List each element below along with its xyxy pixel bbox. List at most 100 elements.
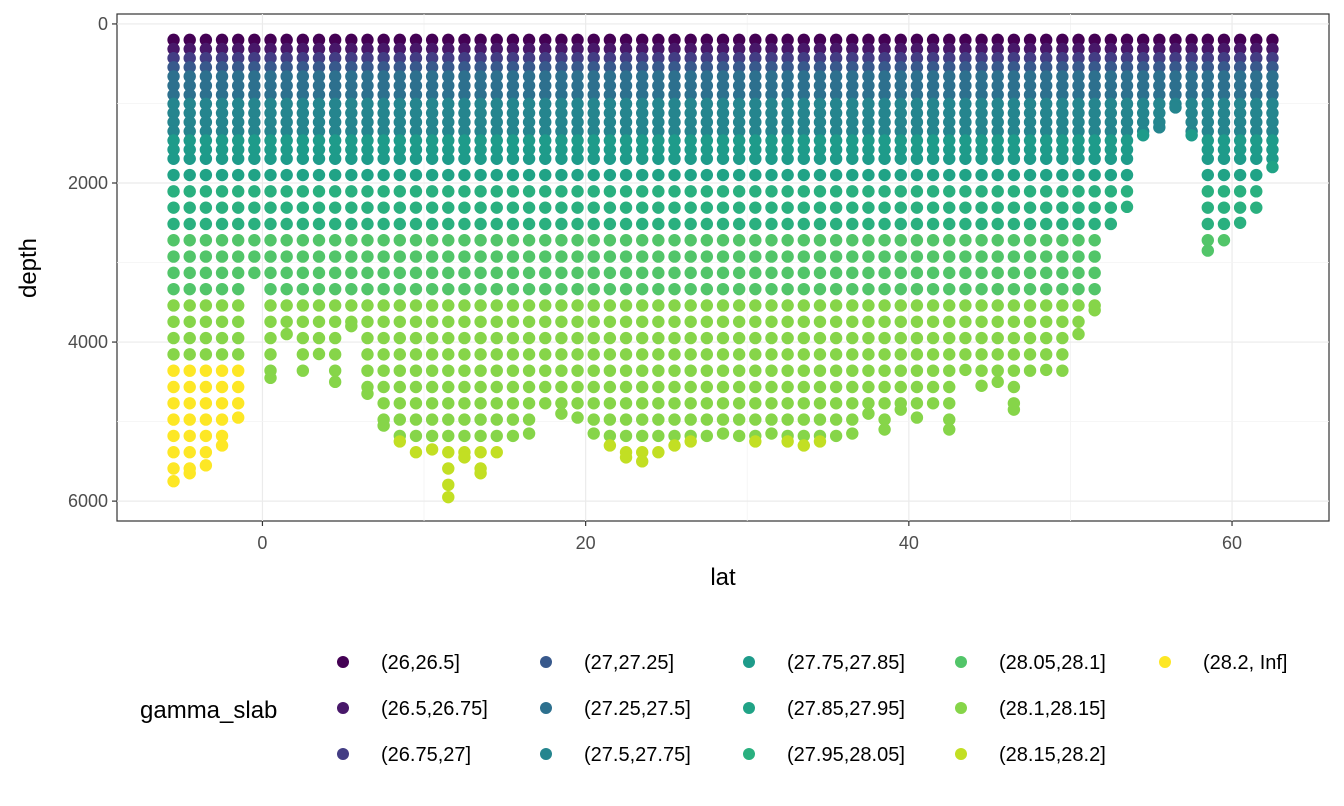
data-point bbox=[183, 429, 196, 443]
data-point bbox=[587, 185, 600, 198]
data-point bbox=[636, 79, 649, 92]
data-point bbox=[1056, 250, 1069, 263]
data-point bbox=[797, 106, 810, 120]
data-point bbox=[619, 88, 633, 101]
data-point bbox=[571, 282, 584, 296]
data-point bbox=[361, 152, 374, 165]
data-point bbox=[215, 168, 229, 182]
data-point bbox=[1023, 79, 1037, 92]
data-point bbox=[781, 217, 794, 231]
data-point bbox=[910, 185, 924, 198]
data-point bbox=[1217, 88, 1231, 101]
data-point bbox=[749, 315, 762, 328]
data-point bbox=[296, 152, 310, 165]
data-point bbox=[199, 364, 213, 377]
data-point bbox=[1217, 168, 1231, 182]
data-point bbox=[199, 250, 213, 263]
data-point bbox=[555, 397, 568, 410]
data-point bbox=[975, 315, 988, 328]
data-point bbox=[813, 380, 827, 394]
data-point bbox=[878, 143, 891, 156]
data-point bbox=[328, 348, 342, 361]
data-point bbox=[797, 348, 810, 361]
data-point bbox=[668, 51, 681, 65]
data-point bbox=[215, 152, 229, 165]
data-point bbox=[652, 106, 665, 120]
data-point bbox=[943, 79, 956, 92]
data-point bbox=[1072, 282, 1085, 296]
data-point bbox=[668, 282, 681, 296]
data-point bbox=[668, 185, 681, 198]
data-point bbox=[846, 42, 859, 56]
data-point bbox=[442, 364, 455, 377]
data-point bbox=[425, 443, 439, 456]
data-point bbox=[797, 315, 810, 328]
data-point bbox=[684, 364, 697, 377]
data-point bbox=[846, 125, 859, 138]
data-point bbox=[668, 266, 681, 280]
data-point bbox=[975, 125, 988, 138]
data-point bbox=[328, 42, 342, 56]
data-point bbox=[409, 234, 423, 247]
data-point bbox=[393, 331, 406, 345]
data-point bbox=[813, 348, 827, 361]
data-point bbox=[425, 315, 439, 328]
data-point bbox=[943, 331, 956, 345]
data-point bbox=[813, 106, 827, 120]
data-point bbox=[1023, 217, 1037, 231]
data-point bbox=[1233, 70, 1247, 83]
data-point bbox=[910, 217, 924, 231]
data-point bbox=[797, 61, 810, 74]
data-point bbox=[1040, 315, 1053, 328]
data-point bbox=[474, 348, 487, 361]
data-point bbox=[522, 250, 536, 263]
data-point bbox=[700, 331, 714, 345]
data-point bbox=[926, 168, 940, 182]
data-point bbox=[700, 51, 714, 65]
data-point bbox=[781, 168, 794, 182]
data-point bbox=[1104, 152, 1118, 165]
data-point bbox=[458, 282, 471, 296]
data-point bbox=[328, 282, 342, 296]
data-point bbox=[1136, 88, 1150, 101]
data-point bbox=[167, 134, 180, 147]
data-point bbox=[959, 33, 972, 47]
data-point bbox=[926, 97, 940, 111]
data-point bbox=[829, 315, 843, 328]
data-point bbox=[668, 380, 681, 394]
data-point bbox=[846, 282, 859, 296]
data-point bbox=[1201, 70, 1215, 83]
data-point bbox=[409, 446, 423, 459]
data-point bbox=[943, 250, 956, 263]
data-point bbox=[959, 168, 972, 182]
data-point bbox=[749, 88, 762, 101]
data-point bbox=[1217, 97, 1231, 111]
data-point bbox=[603, 282, 617, 296]
data-point bbox=[1072, 266, 1085, 280]
data-point bbox=[264, 70, 277, 83]
data-point bbox=[1185, 115, 1198, 129]
data-point bbox=[215, 97, 229, 111]
data-point bbox=[813, 79, 827, 92]
data-point bbox=[700, 234, 714, 247]
data-point bbox=[442, 88, 455, 101]
data-point bbox=[846, 51, 859, 65]
data-point bbox=[312, 134, 326, 147]
data-point bbox=[716, 97, 730, 111]
data-point bbox=[975, 115, 988, 129]
data-point bbox=[668, 70, 681, 83]
data-point bbox=[425, 234, 439, 247]
data-point bbox=[506, 152, 520, 165]
data-point bbox=[167, 168, 180, 182]
data-point bbox=[232, 411, 245, 424]
data-point bbox=[603, 380, 617, 394]
data-point bbox=[732, 201, 746, 214]
data-point bbox=[377, 97, 390, 111]
data-point bbox=[1023, 201, 1037, 214]
data-point bbox=[167, 125, 180, 138]
data-point bbox=[846, 427, 859, 440]
data-point bbox=[539, 250, 552, 263]
data-point bbox=[264, 143, 277, 156]
data-point bbox=[345, 143, 358, 156]
data-point bbox=[587, 250, 600, 263]
